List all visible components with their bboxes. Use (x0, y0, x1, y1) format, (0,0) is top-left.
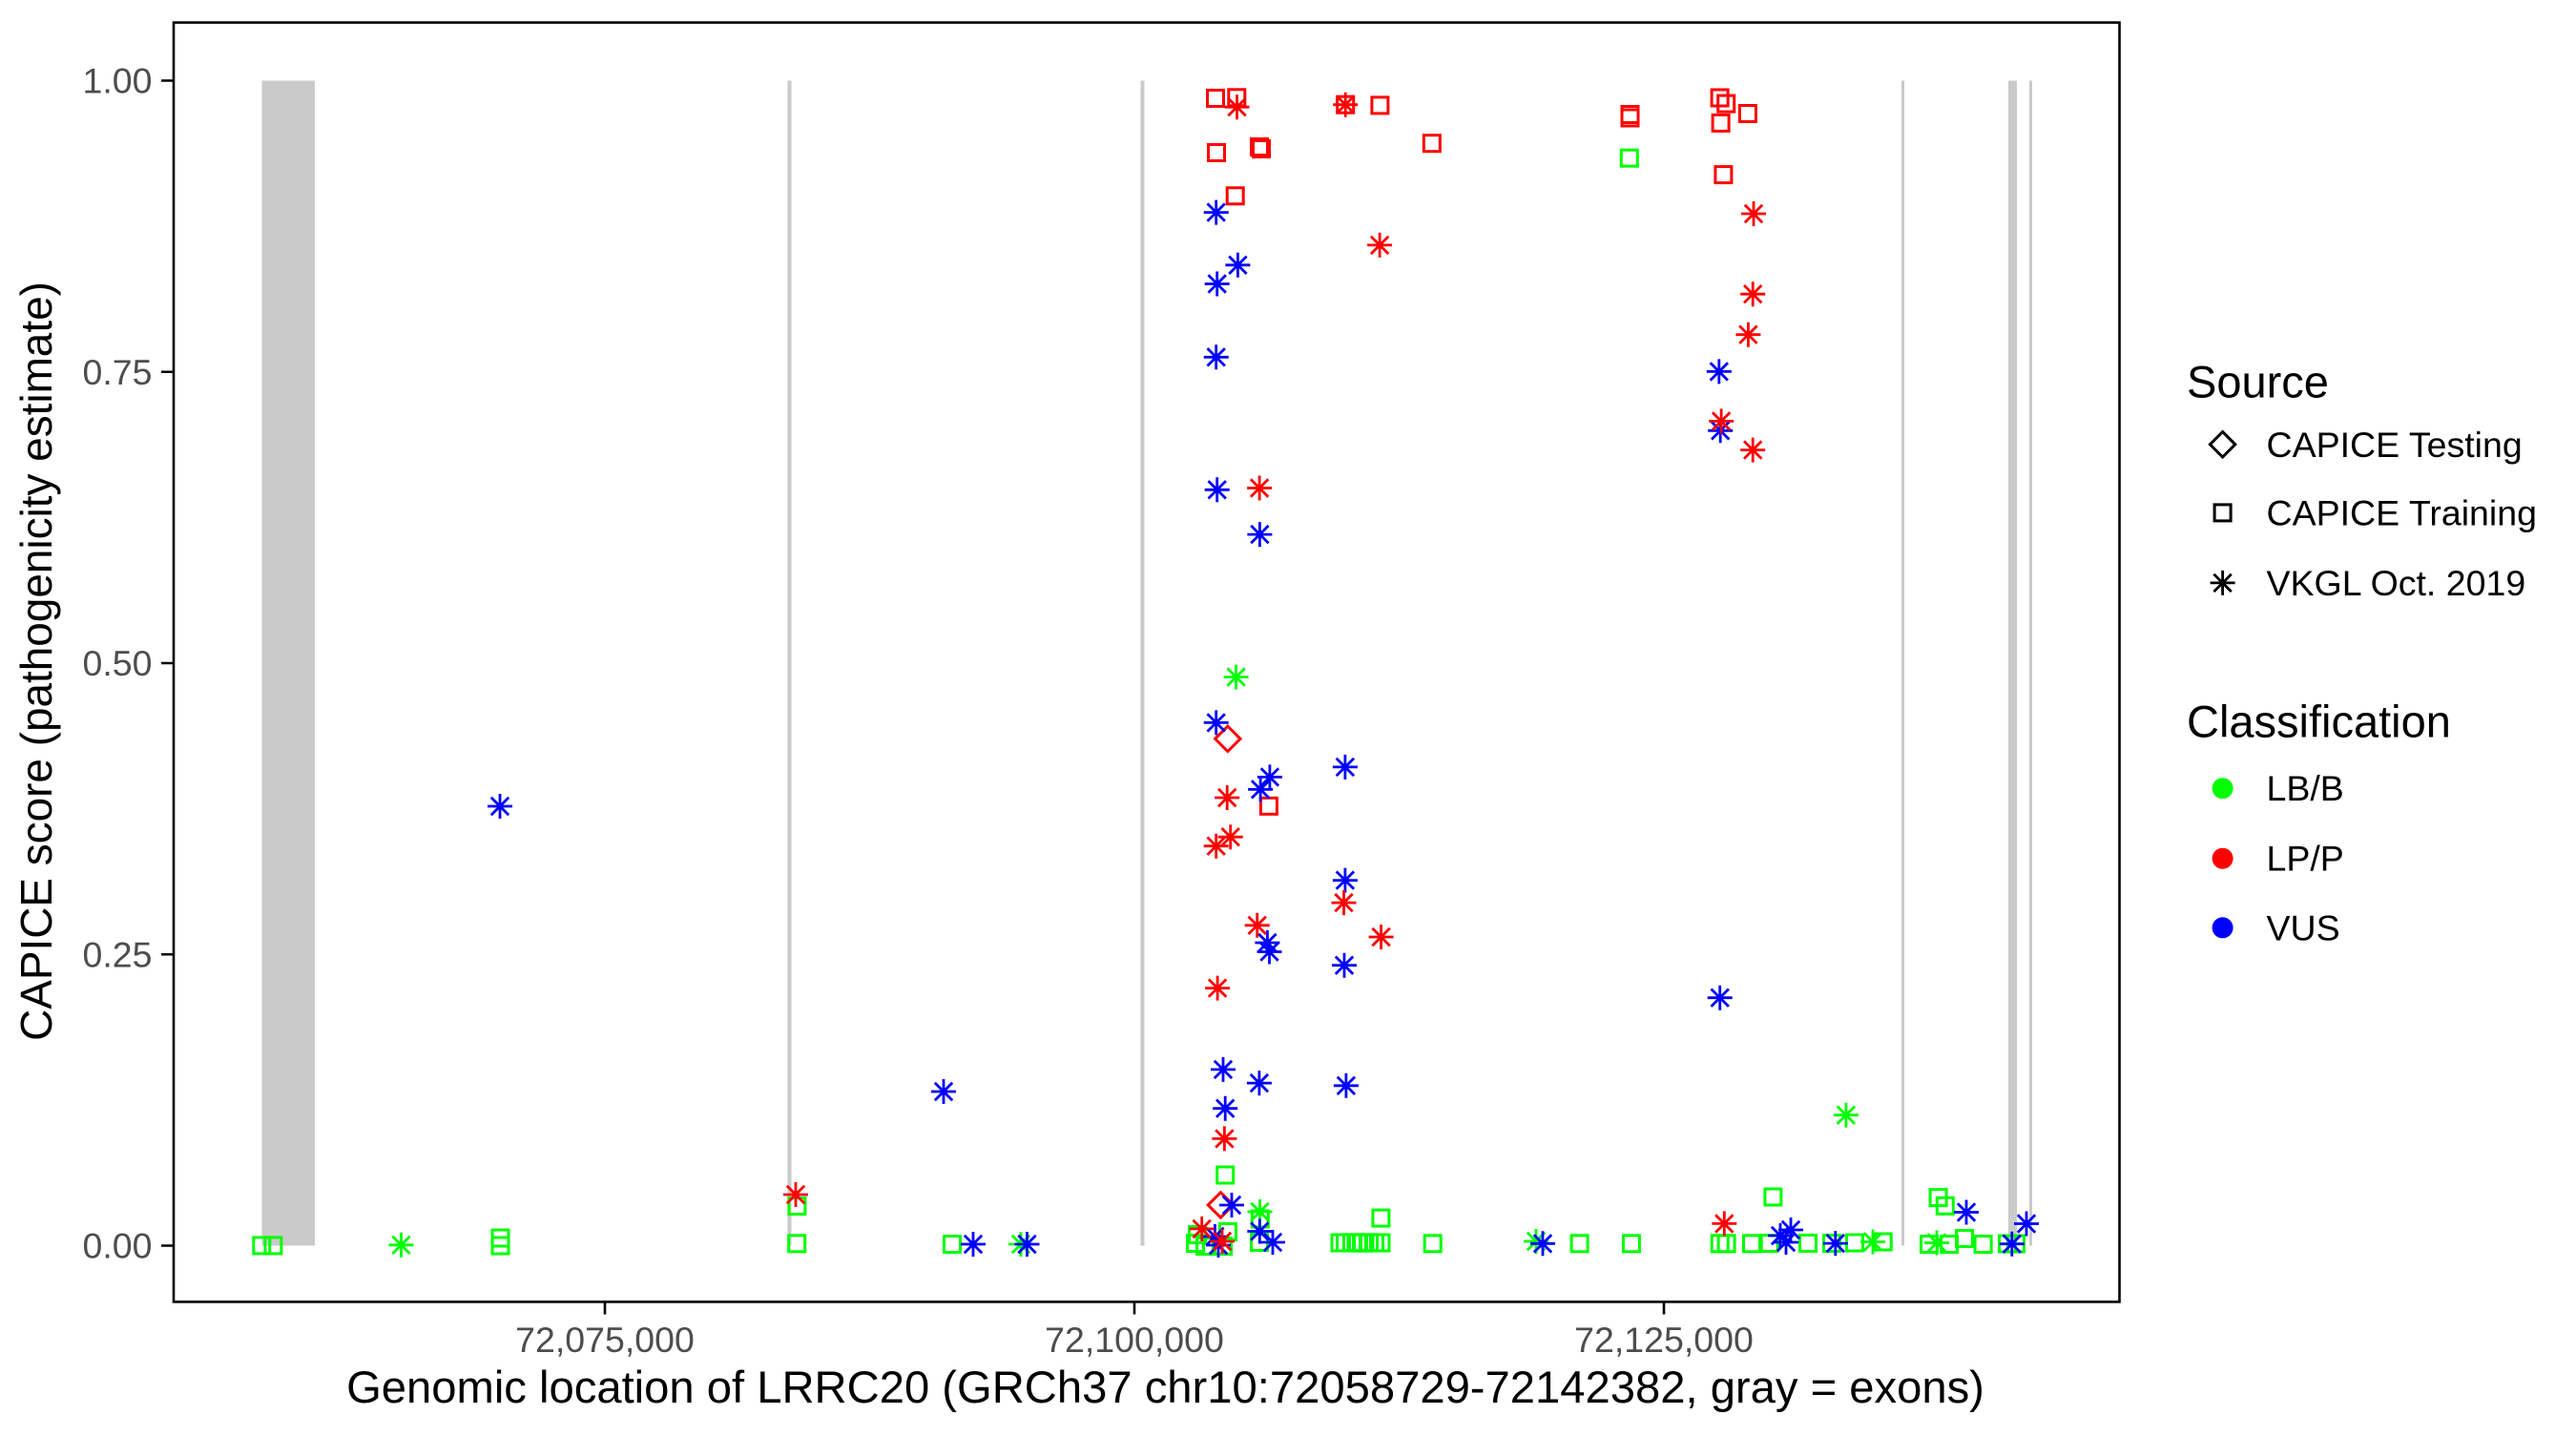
svg-text:VUS: VUS (2267, 907, 2340, 947)
svg-text:CAPICE Testing: CAPICE Testing (2267, 425, 2523, 465)
svg-text:CAPICE score (pathogenicity es: CAPICE score (pathogenicity estimate) (11, 281, 61, 1041)
svg-text:Source: Source (2187, 357, 2329, 407)
svg-text:LB/B: LB/B (2267, 768, 2344, 808)
svg-text:LP/P: LP/P (2267, 839, 2344, 879)
svg-text:72,125,000: 72,125,000 (1574, 1320, 1754, 1360)
svg-text:Classification: Classification (2187, 696, 2451, 746)
svg-text:72,075,000: 72,075,000 (515, 1320, 695, 1360)
svg-text:0.75: 0.75 (83, 352, 153, 392)
svg-text:72,100,000: 72,100,000 (1045, 1320, 1224, 1360)
svg-text:0.50: 0.50 (83, 643, 153, 683)
svg-text:VKGL Oct. 2019: VKGL Oct. 2019 (2267, 563, 2526, 603)
svg-text:0.25: 0.25 (83, 934, 153, 974)
svg-text:0.00: 0.00 (83, 1226, 153, 1266)
svg-text:1.00: 1.00 (83, 61, 153, 101)
svg-text:CAPICE Training: CAPICE Training (2267, 492, 2537, 532)
svg-text:Genomic location of LRRC20 (GR: Genomic location of LRRC20 (GRCh37 chr10… (346, 1363, 1984, 1413)
